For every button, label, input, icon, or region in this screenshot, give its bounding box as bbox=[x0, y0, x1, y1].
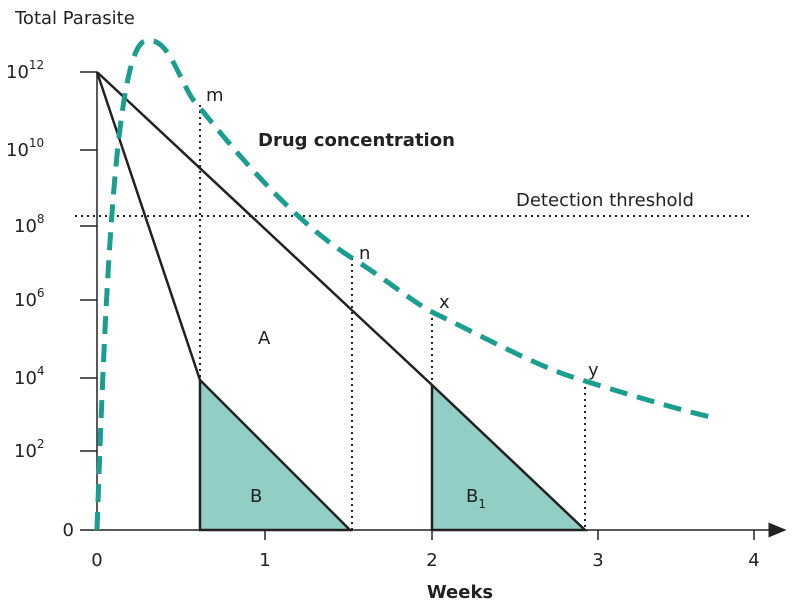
y-tick-label: 106 bbox=[14, 286, 45, 311]
y-tick-labels: 0 102 104 106 108 1010 1012 bbox=[6, 58, 74, 541]
y-tick-label: 1012 bbox=[6, 58, 44, 83]
x-axis-label: Weeks bbox=[427, 582, 493, 603]
y-tick-label: 1010 bbox=[6, 136, 44, 161]
y-tick-label: 108 bbox=[14, 212, 45, 237]
x-tick-label: 1 bbox=[259, 550, 270, 571]
region-b1 bbox=[430, 382, 589, 532]
threshold-label: Detection threshold bbox=[516, 190, 694, 211]
y-tick-label: 102 bbox=[14, 437, 45, 462]
point-label: m bbox=[206, 85, 224, 106]
x-ticks bbox=[264, 530, 755, 540]
drug-label: Drug concentration bbox=[258, 130, 455, 151]
x-tick-label: 4 bbox=[748, 550, 759, 571]
fast-decline bbox=[95, 71, 202, 381]
y-ticks bbox=[80, 71, 97, 452]
x-tick-label: 3 bbox=[592, 550, 603, 571]
region-label: B1 bbox=[466, 486, 486, 511]
dotted-guides bbox=[75, 105, 752, 530]
region-label: B bbox=[250, 486, 262, 507]
y-tick-label: 0 bbox=[63, 520, 74, 541]
region-label: A bbox=[258, 328, 271, 349]
y-axis-label: Total Parasite bbox=[14, 8, 135, 29]
x-tick-label: 0 bbox=[91, 550, 102, 571]
point-label: n bbox=[359, 243, 370, 264]
x-tick-labels: 0 1 2 3 4 bbox=[91, 550, 759, 571]
y-tick-label: 104 bbox=[14, 364, 45, 389]
slow-decline bbox=[96, 71, 433, 386]
region-b bbox=[198, 376, 354, 532]
point-label: y bbox=[588, 360, 599, 381]
point-label: x bbox=[439, 292, 450, 313]
x-tick-label: 2 bbox=[426, 550, 437, 571]
drug-curve bbox=[94, 37, 716, 531]
